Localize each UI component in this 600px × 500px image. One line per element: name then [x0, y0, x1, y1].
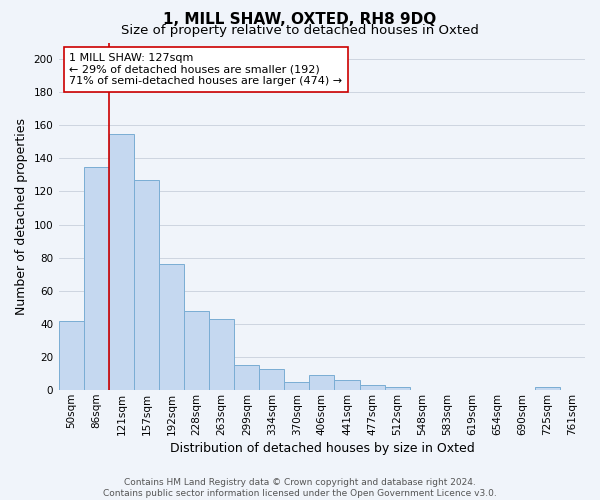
Text: Size of property relative to detached houses in Oxted: Size of property relative to detached ho…	[121, 24, 479, 37]
Bar	[134, 180, 159, 390]
Bar	[59, 320, 84, 390]
Bar	[385, 387, 410, 390]
Bar	[535, 387, 560, 390]
Bar	[359, 385, 385, 390]
Text: 1, MILL SHAW, OXTED, RH8 9DQ: 1, MILL SHAW, OXTED, RH8 9DQ	[163, 12, 437, 28]
Bar	[109, 134, 134, 390]
Bar	[284, 382, 310, 390]
Text: Contains HM Land Registry data © Crown copyright and database right 2024.
Contai: Contains HM Land Registry data © Crown c…	[103, 478, 497, 498]
Bar	[84, 166, 109, 390]
Text: 1 MILL SHAW: 127sqm
← 29% of detached houses are smaller (192)
71% of semi-detac: 1 MILL SHAW: 127sqm ← 29% of detached ho…	[70, 53, 343, 86]
Bar	[259, 368, 284, 390]
Bar	[334, 380, 359, 390]
Y-axis label: Number of detached properties: Number of detached properties	[15, 118, 28, 315]
Bar	[234, 366, 259, 390]
Bar	[209, 319, 234, 390]
X-axis label: Distribution of detached houses by size in Oxted: Distribution of detached houses by size …	[170, 442, 475, 455]
Bar	[184, 310, 209, 390]
Bar	[159, 264, 184, 390]
Bar	[310, 376, 334, 390]
